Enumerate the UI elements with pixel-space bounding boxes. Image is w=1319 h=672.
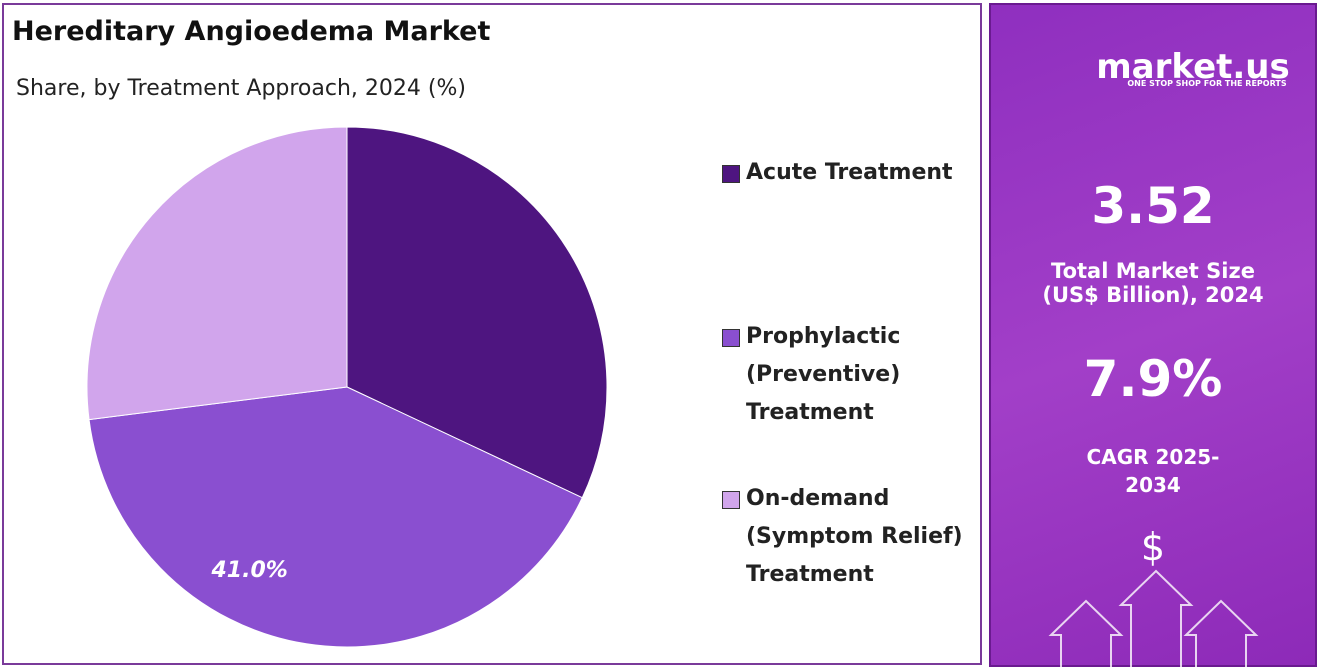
pie-slice bbox=[86, 126, 348, 421]
legend-item: Prophylactic (Preventive) Treatment bbox=[722, 318, 977, 432]
legend-swatch bbox=[722, 491, 740, 509]
cagr: 7.9% bbox=[1083, 350, 1223, 408]
chart-title: Hereditary Angioedema Market bbox=[12, 16, 491, 47]
cagr-label: CAGR 2025-2034 bbox=[1086, 445, 1220, 497]
sidebar: market.us ONE STOP SHOP FOR THE REPORTS … bbox=[989, 3, 1317, 669]
market-size: 3.52 bbox=[1091, 177, 1215, 235]
legend-item: Acute Treatment bbox=[722, 154, 977, 192]
legend-label: Prophylactic (Preventive) Treatment bbox=[746, 324, 901, 425]
legend-swatch bbox=[722, 329, 740, 347]
pie-slice bbox=[346, 126, 608, 499]
value-label: 41.0% bbox=[210, 558, 287, 583]
legend-item: On-demand (Symptom Relief) Treatment bbox=[722, 480, 977, 594]
tagline: ONE STOP SHOP FOR THE REPORTS bbox=[1127, 79, 1287, 88]
legend-label: Acute Treatment bbox=[746, 160, 953, 185]
dollar-icon: $ bbox=[1140, 525, 1166, 569]
legend-label: On-demand (Symptom Relief) Treatment bbox=[746, 486, 963, 587]
chart-subtitle: Share, by Treatment Approach, 2024 (%) bbox=[16, 76, 466, 101]
arrows bbox=[1048, 569, 1259, 669]
pie-chart: 41.0% bbox=[86, 126, 608, 648]
pie-slice bbox=[88, 386, 583, 648]
market-size-label: Total Market Size (US$ Billion), 2024 bbox=[1042, 259, 1264, 307]
logo: market.us bbox=[1096, 47, 1290, 87]
legend-swatch bbox=[722, 165, 740, 183]
chart-panel bbox=[2, 3, 982, 665]
